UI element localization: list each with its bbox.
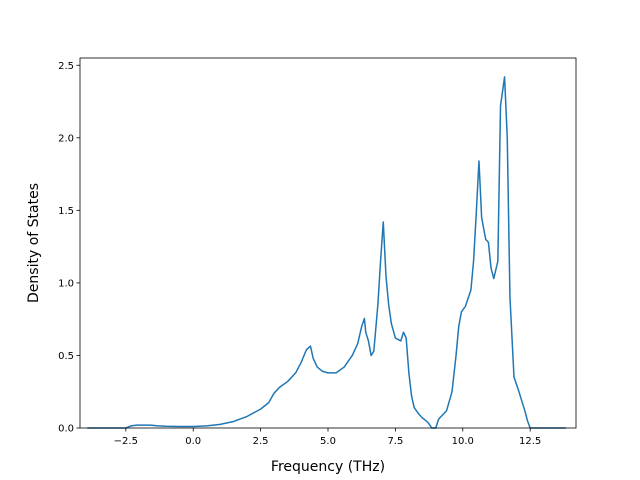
y-tick-label: 1.0	[58, 279, 74, 290]
x-tick-label: −2.5	[114, 436, 138, 447]
x-tick-label: 5.0	[320, 436, 336, 447]
plot-background	[80, 58, 576, 428]
y-tick-label: 0.5	[58, 351, 74, 362]
dos-series-line	[87, 76, 566, 429]
y-axis-ticks: 0.0 0.5 1.0 1.5 2.0 2.5	[58, 61, 80, 435]
y-tick-label: 1.5	[58, 206, 74, 217]
x-tick-label: 12.5	[519, 436, 541, 447]
y-tick-label: 2.0	[58, 133, 74, 144]
y-tick-label: 2.5	[58, 61, 74, 72]
y-axis-label: Density of States	[26, 183, 42, 303]
plot-area	[79, 57, 577, 429]
x-tick-label: 0.0	[185, 436, 201, 447]
x-tick-label: 7.5	[387, 436, 403, 447]
x-tick-label: 2.5	[253, 436, 269, 447]
x-axis-ticks: −2.5 0.0 2.5 5.0 7.5 10.0 12.5	[114, 428, 541, 447]
x-axis-label: Frequency (THz)	[271, 459, 385, 475]
y-tick-label: 0.0	[58, 424, 74, 435]
x-tick-label: 10.0	[452, 436, 474, 447]
